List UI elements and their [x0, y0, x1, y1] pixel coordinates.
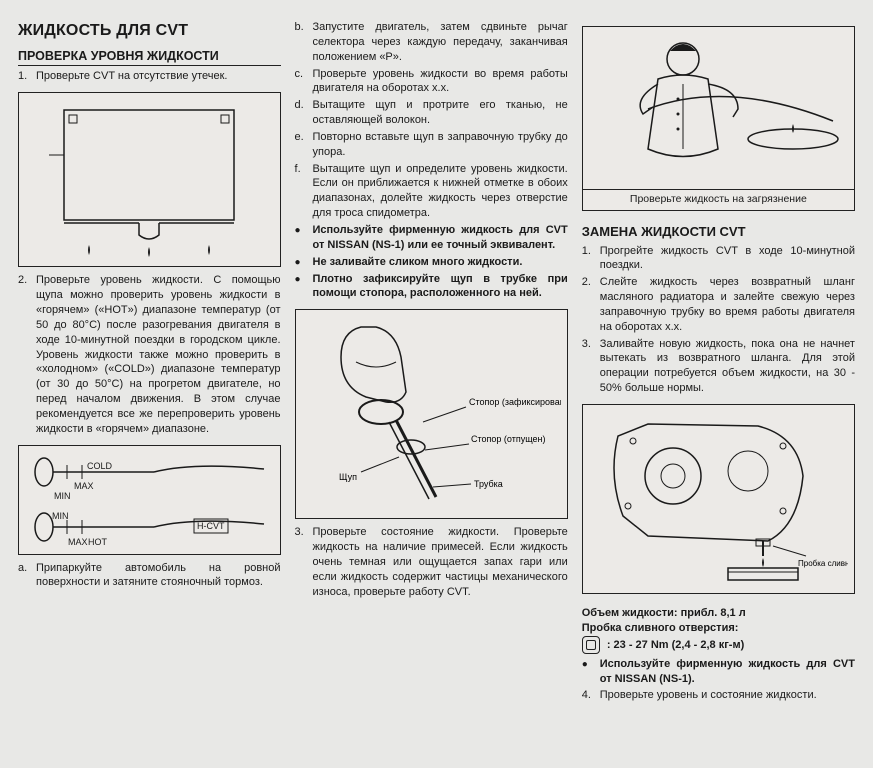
step-c: Проверьте уровень жидкости во время рабо…: [295, 67, 568, 97]
svg-text:MIN: MIN: [52, 511, 69, 521]
r-step-2: Слейте жидкость через возвратный шланг м…: [582, 275, 855, 334]
person-dipstick-icon: [588, 29, 848, 189]
section-replace-heading: ЗАМЕНА ЖИДКОСТИ CVT: [582, 223, 855, 241]
figure-cvt-leak: [18, 92, 281, 267]
torque-icon: [582, 636, 600, 654]
svg-text:Стопор (зафиксирован): Стопор (зафиксирован): [469, 397, 561, 407]
step-e: Повторно вставьте щуп в заправочную труб…: [295, 130, 568, 160]
svg-text:COLD: COLD: [87, 461, 113, 471]
figure-caption: Проверьте жидкость на загрязнение: [583, 189, 854, 208]
replace-step-4: Проверьте уровень и состояние жидкости.: [582, 688, 855, 705]
transmission-drain-icon: Пробка сливного отверстия: [588, 406, 848, 591]
r-step-4: Проверьте уровень и состояние жидкости.: [582, 688, 855, 703]
svg-text:MAX: MAX: [74, 481, 94, 491]
spec-torque: : 23 - 27 Nm (2,4 - 2,8 кг-м): [582, 636, 855, 654]
figure-hand-dipstick: Стопор (зафиксирован) Стопор (отпущен) Щ…: [295, 309, 568, 519]
column-2: Запустите двигатель, затем сдвиньте рыча…: [295, 20, 568, 748]
main-steps-list-1: Проверьте CVT на отсутствие утечек.: [18, 69, 281, 86]
sub-steps-bf: Запустите двигатель, затем сдвиньте рыча…: [295, 20, 568, 223]
section-level-heading: ПРОВЕРКА УРОВНЯ ЖИДКОСТИ: [18, 48, 281, 67]
step-d: Вытащите щуп и протрите его тканью, не о…: [295, 98, 568, 128]
svg-text:MAX: MAX: [68, 537, 88, 547]
bullet-fluid: Используйте фирменную жидкость для CVT о…: [295, 223, 568, 253]
figure-person-check: Проверьте жидкость на загрязнение: [582, 26, 855, 211]
replace-steps: Прогрейте жидкость CVT в ходе 10-минутно…: [582, 244, 855, 398]
step-3: Проверьте состояние жидкости. Проверьте …: [295, 525, 568, 599]
warnings-list: Используйте фирменную жидкость для CVT о…: [295, 223, 568, 303]
step-a: Припаркуйте автомобиль на ровной поверхн…: [18, 561, 281, 591]
column-1: ЖИДКОСТЬ ДЛЯ CVT ПРОВЕРКА УРОВНЯ ЖИДКОСТ…: [18, 20, 281, 748]
svg-text:Щуп: Щуп: [339, 472, 357, 482]
hand-dipstick-icon: Стопор (зафиксирован) Стопор (отпущен) Щ…: [301, 312, 561, 517]
r-step-3: Заливайте новую жидкость, пока она не на…: [582, 337, 855, 396]
replace-bullet: Используйте фирменную жидкость для CVT о…: [582, 657, 855, 687]
r-step-1: Прогрейте жидкость CVT в ходе 10-минутно…: [582, 244, 855, 274]
step-1: Проверьте CVT на отсутствие утечек.: [18, 69, 281, 84]
cvt-housing-icon: [34, 95, 264, 265]
main-steps-list-2: Проверьте уровень жидкости. С помощью щу…: [18, 273, 281, 438]
sub-steps-a: Припаркуйте автомобиль на ровной поверхн…: [18, 561, 281, 593]
bullet-overfill: Не заливайте сликом много жидкости.: [295, 255, 568, 270]
replace-warnings: Используйте фирменную жидкость для CVT о…: [582, 657, 855, 689]
figure-dipstick-ranges: COLD MAX MIN MIN MAX HOT H-CVT: [18, 445, 281, 555]
figure-drain-plug: Пробка сливного отверстия: [582, 404, 855, 594]
page-title: ЖИДКОСТЬ ДЛЯ CVT: [18, 20, 281, 42]
step-2: Проверьте уровень жидкости. С помощью щу…: [18, 273, 281, 436]
spec-plug-label: Пробка сливного отверстия:: [582, 621, 855, 636]
svg-text:Стопор (отпущен): Стопор (отпущен): [471, 434, 546, 444]
svg-text:MIN: MIN: [54, 491, 71, 501]
svg-text:HOT: HOT: [88, 537, 108, 547]
step-b: Запустите двигатель, затем сдвиньте рыча…: [295, 20, 568, 65]
spec-volume: Объем жидкости: прибл. 8,1 л: [582, 606, 855, 621]
column-3: Проверьте жидкость на загрязнение ЗАМЕНА…: [582, 20, 855, 748]
bullet-stopper: Плотно зафиксируйте щуп в трубке при пом…: [295, 272, 568, 302]
dipstick-diagram-icon: COLD MAX MIN MIN MAX HOT H-CVT: [24, 447, 274, 552]
svg-text:H-CVT: H-CVT: [197, 521, 225, 531]
main-steps-list-3: Проверьте состояние жидкости. Проверьте …: [295, 525, 568, 601]
svg-text:Трубка: Трубка: [474, 479, 503, 489]
step-f: Вытащите щуп и определите уровень жидкос…: [295, 162, 568, 221]
svg-text:Пробка сливного отверстия: Пробка сливного отверстия: [798, 559, 848, 568]
